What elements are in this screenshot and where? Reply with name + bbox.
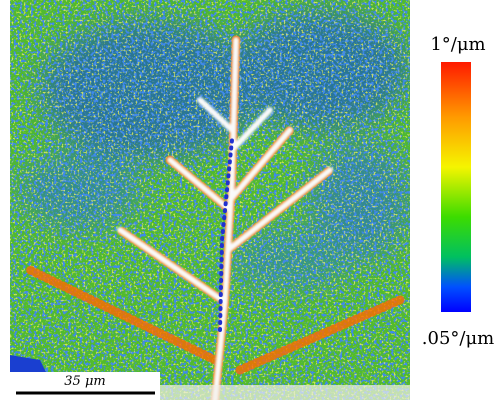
scale-bar: 35 μm: [10, 372, 160, 400]
orientation-map: [10, 0, 410, 400]
figure: 35 μm 1°/μm .05°/μm: [0, 0, 503, 407]
colorbar: 1°/μm .05°/μm: [422, 34, 494, 349]
scale-bar-label: 35 μm: [64, 374, 105, 389]
colorbar-gradient: [441, 62, 471, 312]
colorbar-min-label: .05°/μm: [422, 328, 494, 349]
colorbar-max-label: 1°/μm: [430, 34, 485, 55]
